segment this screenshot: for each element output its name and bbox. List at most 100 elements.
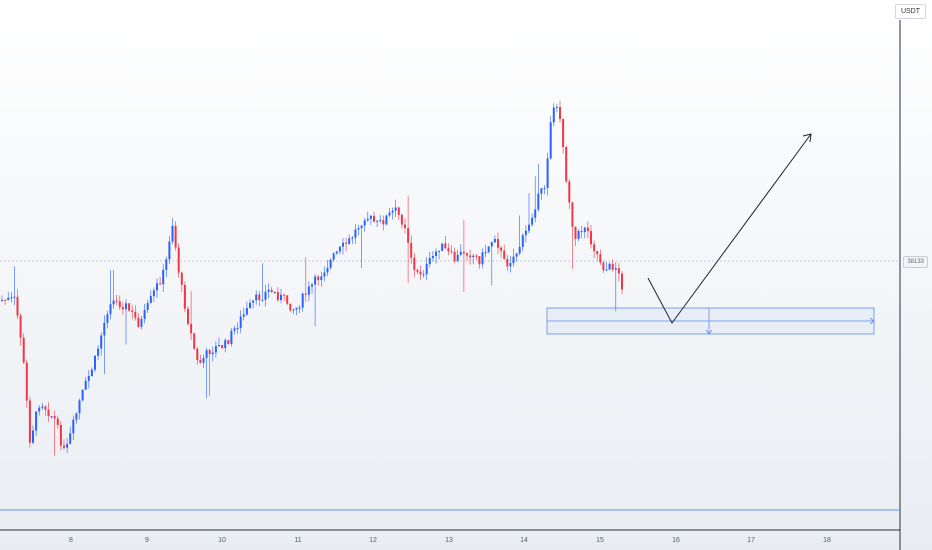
candle-body	[593, 244, 596, 252]
candle-body	[66, 443, 69, 448]
candle-body	[292, 309, 295, 311]
candle-body	[450, 251, 453, 253]
candle-body	[596, 251, 599, 255]
candle-body	[298, 307, 301, 309]
candle-body	[503, 250, 506, 259]
candle-body	[211, 352, 214, 355]
candle-body	[25, 362, 28, 401]
candle-body	[152, 290, 155, 297]
time-tick-17: 17	[747, 537, 755, 544]
time-tick-8: 8	[69, 537, 73, 544]
candle-body	[183, 284, 186, 309]
currency-badge[interactable]: USDT	[894, 4, 926, 19]
candle-body	[196, 348, 199, 361]
candle-body	[524, 230, 527, 236]
candle-body	[518, 246, 521, 254]
candle-body	[261, 299, 264, 301]
candles-group	[1, 100, 623, 456]
time-tick-13: 13	[445, 537, 453, 544]
candle-body	[472, 255, 475, 258]
candle-body	[7, 297, 10, 301]
candle-body	[354, 229, 357, 238]
candle-body	[394, 207, 397, 211]
candle-body	[546, 158, 549, 188]
candle-body	[103, 322, 106, 336]
candle-body	[227, 340, 230, 344]
candle-body	[140, 319, 143, 327]
candle-body	[252, 300, 255, 303]
candle-body	[462, 251, 465, 254]
candle-body	[410, 242, 413, 258]
candle-body	[487, 246, 490, 253]
candle-body	[208, 350, 211, 355]
candle-body	[273, 292, 276, 294]
candle-body	[16, 296, 19, 316]
candle-body	[180, 272, 183, 285]
time-tick-16: 16	[672, 537, 680, 544]
candle-body	[87, 376, 90, 381]
candle-body	[134, 311, 137, 318]
candle-body	[521, 235, 524, 247]
time-tick-15: 15	[596, 537, 604, 544]
candle-body	[115, 300, 118, 302]
candle-body	[236, 327, 239, 329]
candle-body	[509, 263, 512, 267]
candle-body	[400, 214, 403, 225]
candle-body	[174, 225, 177, 248]
candle-body	[270, 289, 273, 293]
candle-body	[428, 257, 431, 264]
time-tick-14: 14	[520, 537, 528, 544]
candle-body	[137, 317, 140, 327]
last-price-tag: 38133	[903, 256, 928, 268]
candle-body	[38, 407, 41, 412]
candle-body	[382, 220, 385, 225]
candle-body	[205, 350, 208, 358]
candle-body	[159, 283, 162, 285]
candle-body	[552, 107, 555, 123]
candle-body	[255, 294, 258, 301]
candle-body	[41, 406, 44, 408]
candle-body	[106, 314, 109, 323]
time-tick-9: 9	[145, 537, 149, 544]
candle-body	[249, 302, 251, 309]
candle-body	[109, 304, 112, 315]
candle-body	[481, 252, 484, 265]
candle-body	[47, 409, 50, 417]
candle-body	[617, 268, 620, 274]
zone-right-arrow	[869, 317, 875, 325]
candle-body	[118, 301, 121, 308]
candle-body	[22, 337, 25, 363]
candle-body	[149, 296, 152, 304]
candle-body	[276, 292, 279, 301]
candle-body	[304, 293, 307, 295]
candle-body	[459, 251, 462, 255]
candle-body	[478, 256, 481, 265]
candle-body	[376, 220, 379, 222]
candle-body	[466, 253, 468, 256]
candle-body	[438, 250, 441, 252]
candle-body	[32, 430, 34, 443]
candle-body	[348, 238, 351, 244]
candle-body	[493, 238, 496, 243]
candle-body	[537, 193, 540, 210]
candle-body	[301, 293, 304, 308]
candle-body	[326, 267, 329, 273]
candle-body	[121, 307, 124, 310]
candle-body	[311, 284, 313, 287]
candle-body	[583, 227, 586, 233]
candle-body	[143, 309, 146, 320]
candle-body	[171, 225, 174, 242]
candle-body	[422, 274, 425, 276]
candle-body	[50, 416, 53, 418]
candle-body	[580, 231, 583, 233]
candle-body	[475, 255, 478, 257]
candle-body	[388, 212, 391, 216]
candle-body	[586, 227, 589, 232]
candle-body	[577, 231, 580, 239]
candle-body	[540, 188, 543, 194]
candle-body	[156, 283, 158, 291]
candle-body	[571, 202, 574, 227]
candle-body	[35, 411, 38, 431]
candle-body	[199, 360, 202, 363]
